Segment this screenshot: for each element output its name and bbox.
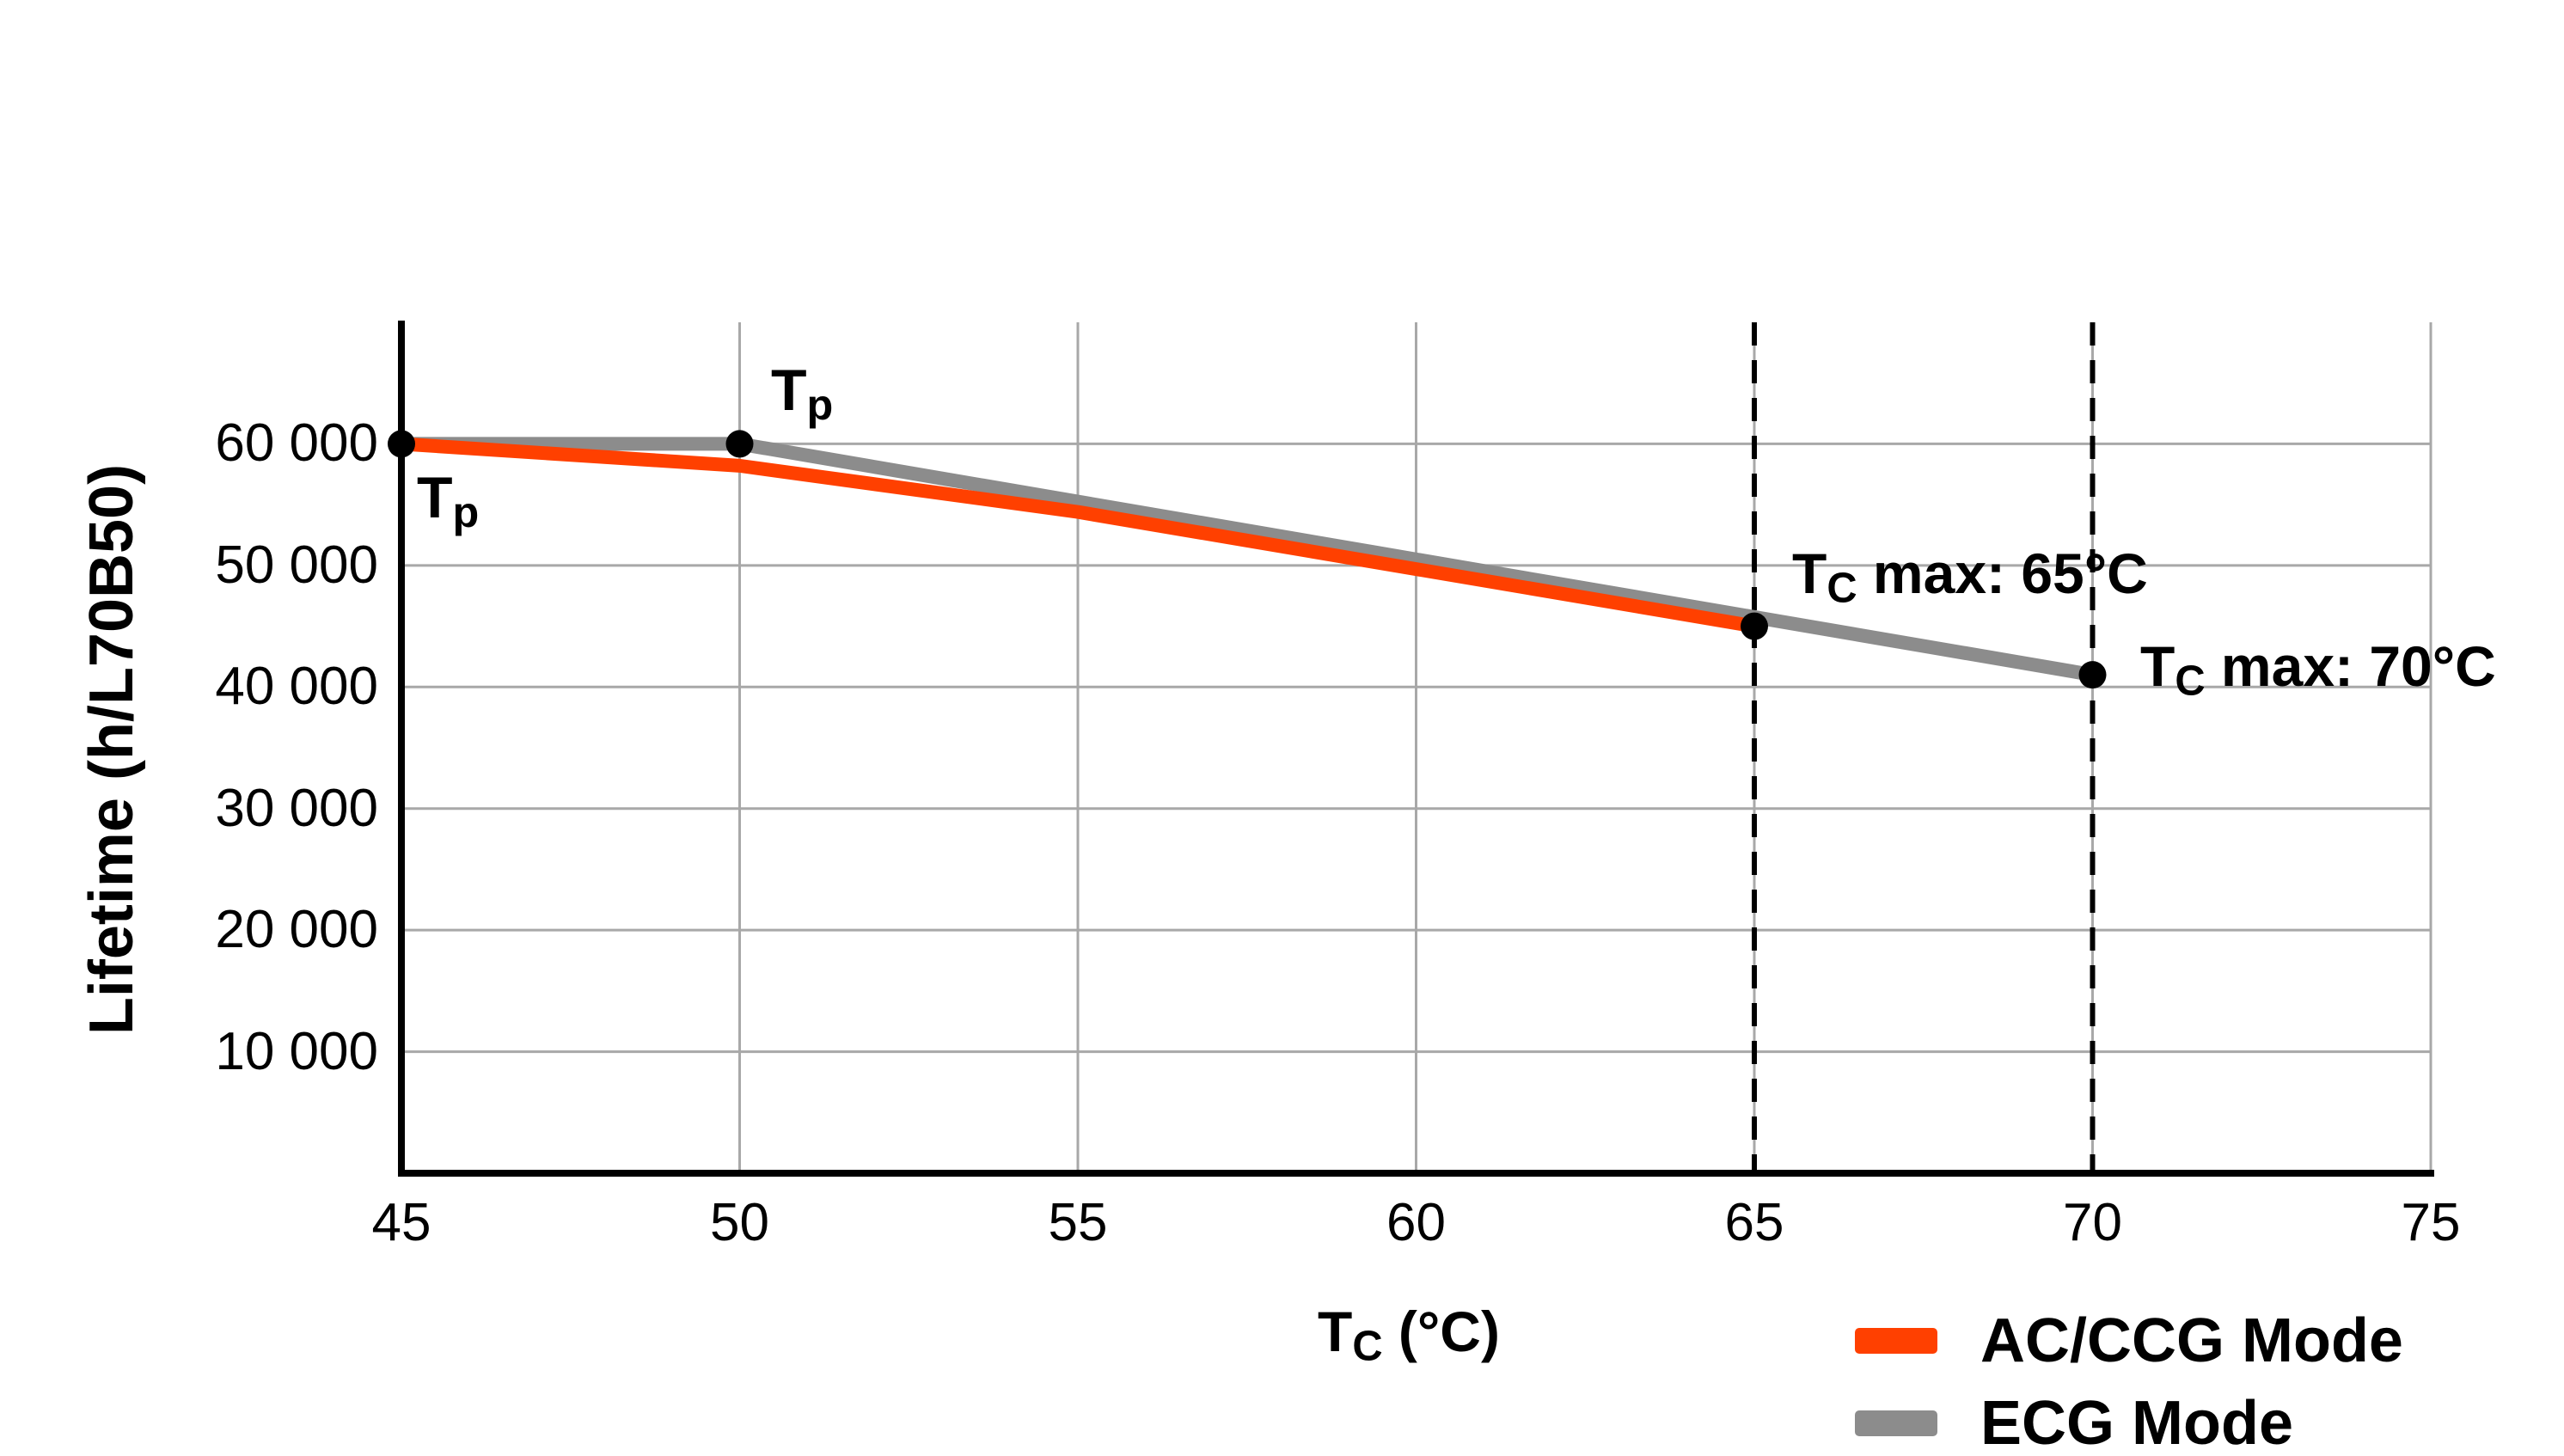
x-tick-label-55: 55	[1048, 1193, 1108, 1252]
data-point-marker-45	[388, 430, 415, 458]
y-tick-label-40000: 40 000	[215, 657, 378, 717]
y-tick-label-20000: 20 000	[215, 900, 378, 960]
legend-item-accg: AC/CCG Mode	[1855, 1300, 2403, 1382]
y-tick-label-10000: 10 000	[215, 1021, 378, 1081]
annotation-text: T	[1792, 541, 1827, 605]
y-tick-label-50000: 50 000	[215, 535, 378, 595]
data-point-marker-65	[1741, 612, 1768, 640]
annotation-tp-45: Tp	[417, 468, 479, 541]
annotation-subscript: C	[2175, 658, 2206, 705]
annotation-text: T	[771, 358, 807, 423]
annotation-subscript: C	[1827, 565, 1857, 612]
series-line-ac-ccg-mode	[401, 437, 1756, 633]
ecg-line-swatch-icon	[1855, 1410, 1937, 1436]
legend-label-ecg: ECG Mode	[1980, 1389, 2294, 1456]
y-tick-label-60000: 60 000	[215, 413, 378, 474]
y-axis-label: Lifetime (h/L70B50)	[77, 463, 146, 1036]
x-tick-label-75: 75	[2401, 1193, 2461, 1252]
accg-line-swatch-icon	[1855, 1328, 1937, 1354]
annotation-tc-max-65: TC max: 65°C	[1792, 545, 2148, 617]
x-axis-label: TC (°C)	[1318, 1303, 1500, 1375]
legend-label-accg: AC/CCG Mode	[1980, 1306, 2403, 1375]
legend: AC/CCG Mode ECG Mode	[1855, 1300, 2403, 1456]
x-axis-label-subscript: C	[1352, 1323, 1383, 1370]
x-tick-label-50: 50	[710, 1193, 769, 1252]
x-tick-label-70: 70	[2063, 1193, 2122, 1252]
annotation-subscript: p	[452, 487, 480, 537]
x-tick-label-60: 60	[1386, 1193, 1446, 1252]
x-tick-label-45: 45	[371, 1193, 431, 1252]
data-point-marker-50	[725, 430, 754, 458]
annotation-tc-max-70: TC max: 70°C	[2140, 638, 2496, 710]
annotation-tp-50: Tp	[771, 361, 833, 434]
annotation-rest: max: 70°C	[2205, 634, 2496, 698]
annotation-text: T	[417, 465, 453, 530]
y-tick-label-30000: 30 000	[215, 778, 378, 838]
annotation-subscript: p	[806, 380, 834, 430]
x-axis-label-unit: (°C)	[1382, 1300, 1500, 1363]
annotation-text: T	[2140, 634, 2175, 698]
x-axis-label-main: T	[1318, 1300, 1353, 1363]
legend-item-ecg: ECG Mode	[1855, 1382, 2403, 1456]
annotation-rest: max: 65°C	[1857, 541, 2148, 605]
x-tick-label-65: 65	[1724, 1193, 1784, 1252]
data-point-marker-70	[2078, 661, 2107, 689]
